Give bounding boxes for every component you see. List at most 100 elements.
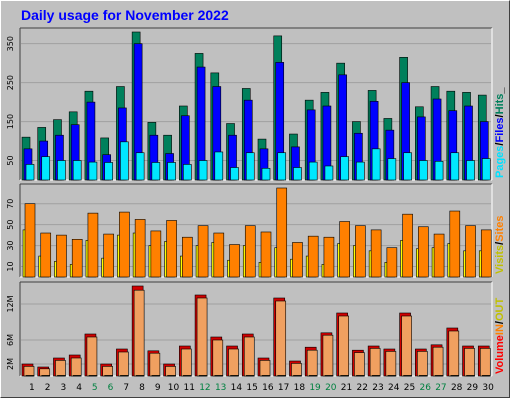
panel2-legend-part: Visits (494, 245, 506, 274)
kbin-bar (479, 348, 491, 377)
panel-3-bg (20, 282, 492, 376)
day-label: 16 (262, 383, 274, 393)
pages-bar (277, 152, 287, 181)
pages-bar (88, 161, 98, 181)
day-label: 18 (294, 383, 306, 393)
panel1-legend-part: Files (494, 117, 506, 142)
day-label: 14 (231, 383, 243, 393)
kbout-bar (356, 375, 365, 377)
sites-bar (323, 236, 335, 278)
sites-bar (260, 231, 272, 278)
sites-bar (213, 232, 225, 278)
kbout-bar (466, 375, 475, 377)
kbin-bar (401, 315, 412, 377)
day-label: 7 (123, 383, 129, 393)
sites-bar (370, 229, 382, 278)
pages-bar (198, 160, 208, 181)
kbin-bar (165, 366, 176, 377)
kbin-bar (228, 348, 239, 377)
pages-bar (324, 165, 334, 181)
kbin-bar (102, 366, 113, 377)
sites-bar (386, 247, 398, 278)
panel1-legend: Pages/Files/Hits_ (494, 87, 506, 178)
day-label: 1 (29, 383, 35, 393)
pages-bar (167, 162, 176, 181)
sites-bar (339, 221, 350, 278)
pages-bar (214, 151, 224, 181)
kbout-bar (245, 375, 255, 377)
panel1-legend-part: _ (494, 87, 506, 95)
day-label: 13 (215, 383, 226, 393)
pages-bar (387, 158, 397, 181)
kbin-bar (464, 348, 475, 377)
kbin-bar (306, 349, 318, 377)
pages-bar (371, 148, 381, 181)
kbout-bar (41, 375, 51, 377)
day-label: 27 (435, 383, 446, 393)
day-label: 2 (45, 383, 51, 393)
sites-bar (182, 236, 193, 278)
pages-bar (403, 152, 412, 181)
day-label: 15 (246, 383, 257, 393)
panel-1-bg (20, 28, 492, 180)
sites-bar (465, 225, 476, 278)
pages-bar (57, 160, 66, 181)
panel3-legend-part: / (494, 321, 506, 324)
pages-bar (481, 158, 491, 181)
kbin-bar (181, 348, 192, 377)
day-label: 10 (168, 383, 180, 393)
y-tick-label: 2M (6, 358, 15, 370)
day-label: 9 (155, 383, 161, 393)
kbin-bar (55, 360, 66, 377)
y-tick-label: 50 (6, 155, 15, 165)
kbin-bar (212, 339, 224, 377)
kbin-bar (448, 330, 460, 377)
kbin-bar (39, 368, 51, 377)
day-label: 12 (199, 383, 210, 393)
kbout-bar (167, 375, 176, 377)
pages-bar (120, 141, 129, 181)
kbin-bar (385, 351, 397, 377)
day-label: 22 (357, 383, 368, 393)
sites-bar (418, 226, 429, 278)
kbout-bar (151, 375, 161, 377)
kbout-bar (340, 375, 349, 377)
sites-bar (402, 213, 413, 278)
kbin-bar (23, 366, 35, 377)
y-tick-label: 350 (6, 36, 15, 51)
pages-bar (135, 152, 145, 181)
panel2-legend-part: / (494, 242, 506, 245)
kbin-bar (70, 357, 82, 377)
pages-bar (151, 162, 161, 181)
kbin-bar (275, 300, 287, 377)
y-tick-label: 30 (6, 240, 15, 250)
kbout-bar (387, 375, 397, 377)
sites-bar (244, 225, 256, 278)
day-label: 30 (482, 383, 494, 393)
kbout-bar (324, 375, 334, 377)
pages-bar (230, 167, 239, 181)
day-label: 26 (419, 383, 431, 393)
kbin-bar (86, 336, 98, 377)
panel1-legend-part: Pages (494, 146, 506, 178)
panel3-legend-part: IN (494, 324, 506, 335)
day-label: 5 (92, 383, 98, 393)
pages-bar (261, 168, 271, 181)
y-tick-label: 50 (6, 220, 15, 230)
sites-bar (276, 187, 288, 278)
pages-bar (245, 152, 255, 181)
pages-bar (356, 161, 365, 181)
day-label: 28 (451, 383, 463, 393)
day-label: 3 (60, 383, 66, 393)
sites-bar (166, 220, 177, 278)
day-label: 19 (309, 383, 321, 393)
kbout-bar (277, 375, 287, 377)
pages-bar (466, 160, 475, 181)
day-label: 21 (341, 383, 352, 393)
kbout-bar (72, 375, 82, 377)
sites-bar (433, 233, 445, 278)
sites-bar (197, 225, 209, 278)
pages-bar (450, 152, 460, 181)
panel2-legend: Visits/Sites (494, 215, 506, 274)
sites-bar (87, 212, 99, 278)
